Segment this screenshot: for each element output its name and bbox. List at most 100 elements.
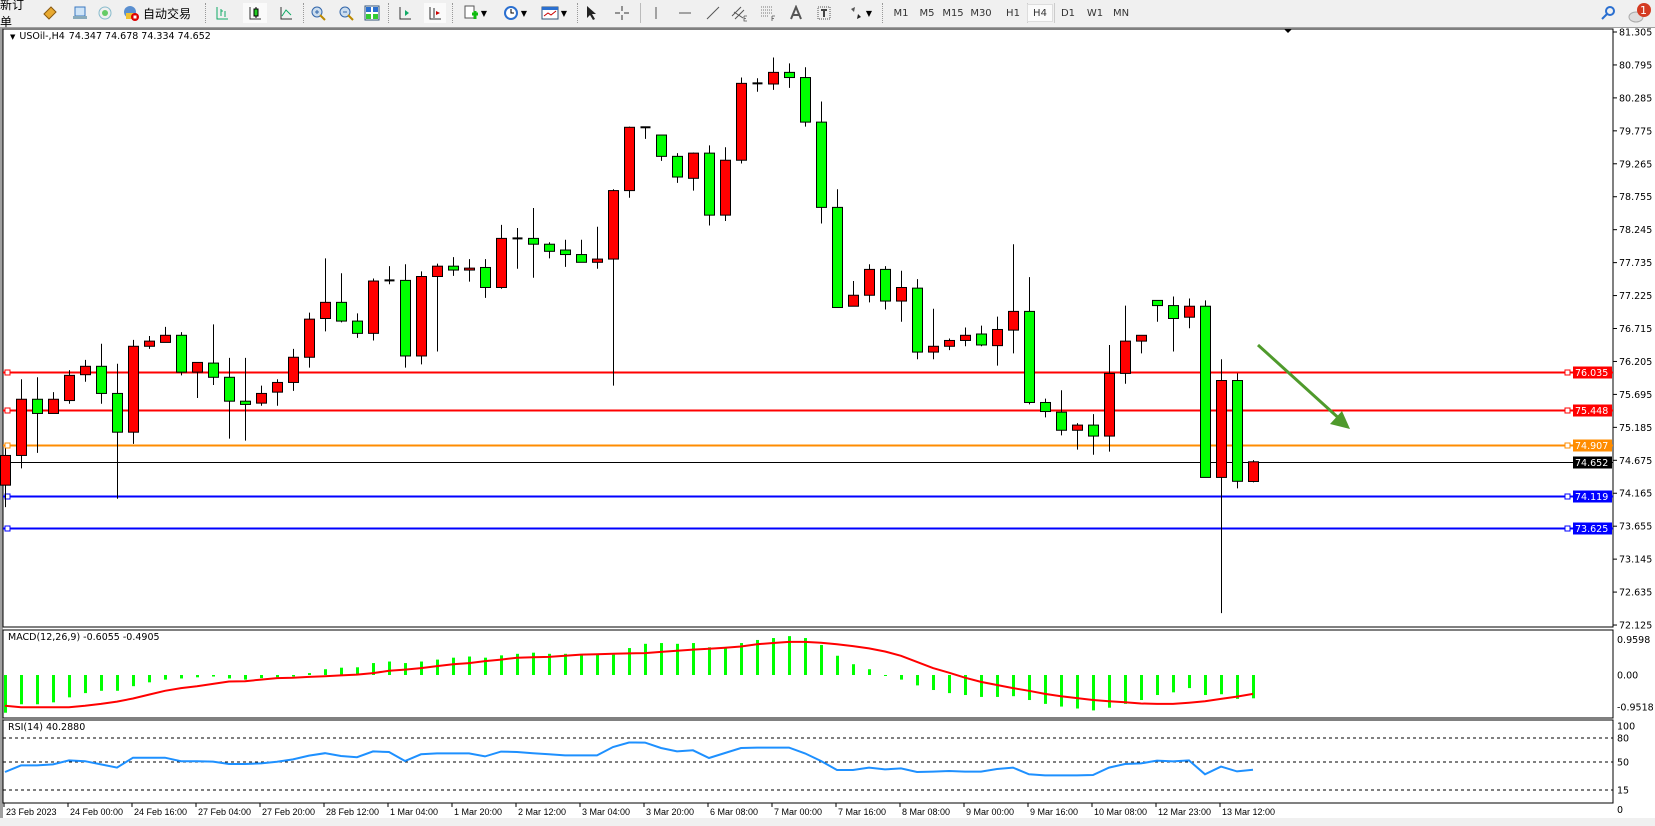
new-order-button[interactable]: 新订单 (0, 0, 34, 29)
fibonacci-icon[interactable] (757, 3, 779, 23)
price-axis-label: 77.735 (1619, 258, 1652, 269)
new-chart-icon (464, 5, 478, 19)
macd-histogram-bar (1124, 675, 1127, 704)
text-icon[interactable] (786, 3, 806, 23)
candle-bull (1120, 340, 1131, 374)
macd-histogram-bar (852, 664, 855, 675)
candle-bull (720, 159, 731, 216)
line-anchor-handle[interactable] (1564, 493, 1571, 500)
autoscroll-icon[interactable] (424, 3, 446, 23)
macd-histogram-bar (1236, 675, 1239, 699)
zoom-out-icon[interactable] (336, 3, 356, 23)
macd-histogram-bar (788, 636, 791, 675)
macd-histogram-bar (324, 669, 327, 675)
macd-histogram-bar (740, 643, 743, 675)
candle-bear (1200, 305, 1211, 478)
zoom-in-icon[interactable] (308, 3, 328, 23)
candlestick-icon[interactable] (243, 3, 267, 23)
line-anchor-handle[interactable] (1564, 369, 1571, 376)
time-axis-label: 27 Feb 04:00 (198, 807, 251, 817)
line-anchor-handle[interactable] (1564, 525, 1571, 532)
line-anchor-handle[interactable] (4, 369, 11, 376)
candle-bear (336, 301, 347, 322)
terminal-icon[interactable] (70, 3, 90, 23)
period-d1[interactable]: D1 (1060, 7, 1076, 19)
price-axis-label: 79.775 (1619, 126, 1652, 137)
macd-histogram-bar (148, 675, 151, 683)
macd-histogram-bar (340, 667, 343, 675)
period-m30[interactable]: M30 (970, 7, 992, 19)
equidistant-channel-icon[interactable] (729, 3, 751, 23)
trendline-icon[interactable] (702, 3, 724, 23)
period-m5[interactable]: M5 (919, 7, 935, 19)
periodicity-button[interactable]: ▼ (498, 3, 532, 23)
macd-histogram-bar (228, 675, 231, 679)
price-line-badge-label: 76.035 (1575, 368, 1608, 379)
line-anchor-handle[interactable] (1564, 442, 1571, 449)
candle-bull (288, 356, 299, 383)
rsi-axis-label: 0 (1617, 805, 1623, 816)
macd-histogram-bar (676, 643, 679, 675)
chat-notification-button[interactable]: 1 (1626, 3, 1654, 23)
symbol-label: USOil-,H4 (19, 31, 65, 42)
rsi-axis-label: 100 (1617, 722, 1635, 733)
candle-bull (256, 392, 267, 404)
chart-background (0, 28, 1655, 818)
line-anchor-handle[interactable] (1564, 407, 1571, 414)
crosshair-icon[interactable] (612, 3, 632, 23)
macd-histogram-bar (724, 648, 727, 675)
text-label-icon[interactable] (814, 3, 834, 23)
candle-bear (704, 152, 715, 216)
tile-windows-icon[interactable] (362, 3, 382, 23)
candle-bear (1168, 305, 1179, 320)
horizontal-line-icon[interactable] (674, 3, 696, 23)
candle-bear (32, 398, 43, 414)
candle-bull (1248, 461, 1259, 482)
trend-arrow-line[interactable] (1256, 343, 1345, 424)
period-m15[interactable]: M15 (942, 7, 964, 19)
period-m1[interactable]: M1 (893, 7, 909, 19)
period-w1[interactable]: W1 (1086, 7, 1104, 19)
left-edge (0, 28, 3, 818)
chart-menu-triangle-icon[interactable]: ▼ (10, 33, 16, 41)
candle-bull (416, 276, 427, 357)
period-mn[interactable]: MN (1112, 7, 1130, 19)
template-button[interactable]: ▼ (537, 3, 571, 23)
candle-bull (144, 340, 155, 347)
candle-bull (736, 82, 747, 161)
macd-histogram-bar (868, 669, 871, 675)
macd-histogram-bar (196, 675, 199, 678)
chart-shift-icon[interactable] (395, 3, 415, 23)
cursor-icon[interactable] (582, 3, 600, 23)
line-anchor-handle[interactable] (4, 407, 11, 414)
price-axis-label: 79.265 (1619, 159, 1652, 170)
time-axis-label: 28 Feb 12:00 (326, 807, 379, 817)
book-icon[interactable] (40, 3, 60, 23)
vertical-line-icon[interactable] (647, 3, 665, 23)
line-chart-icon[interactable] (276, 3, 296, 23)
search-icon[interactable] (1598, 3, 1618, 23)
line-anchor-handle[interactable] (4, 442, 11, 449)
new-chart-button[interactable]: ▼ (458, 3, 492, 23)
trend-arrow-head (1330, 411, 1350, 429)
arrows-button[interactable]: ▼ (843, 3, 877, 23)
time-axis-label: 24 Feb 16:00 (134, 807, 187, 817)
candle-bear (656, 134, 667, 157)
chart-header: ▼ USOil-,H4 74.347 74.678 74.334 74.652 (10, 31, 211, 43)
chart-shift-marker[interactable] (1284, 29, 1292, 33)
candle-bear (832, 206, 843, 309)
candle-bull (768, 71, 779, 85)
period-h4[interactable]: H4 (1027, 4, 1053, 22)
signal-icon[interactable] (95, 3, 115, 23)
rsi-line (4, 741, 1254, 777)
line-anchor-handle[interactable] (4, 525, 11, 532)
macd-histogram-bar (1092, 675, 1095, 711)
bar-chart-icon[interactable] (212, 3, 232, 23)
auto-trading-button[interactable]: 自动交易 (122, 3, 198, 23)
rsi-label: RSI(14) 40.2880 (8, 722, 86, 733)
macd-histogram-bar (36, 675, 39, 705)
macd-histogram-bar (1204, 675, 1207, 696)
macd-histogram-bar (644, 643, 647, 675)
period-h1[interactable]: H1 (1006, 7, 1020, 19)
